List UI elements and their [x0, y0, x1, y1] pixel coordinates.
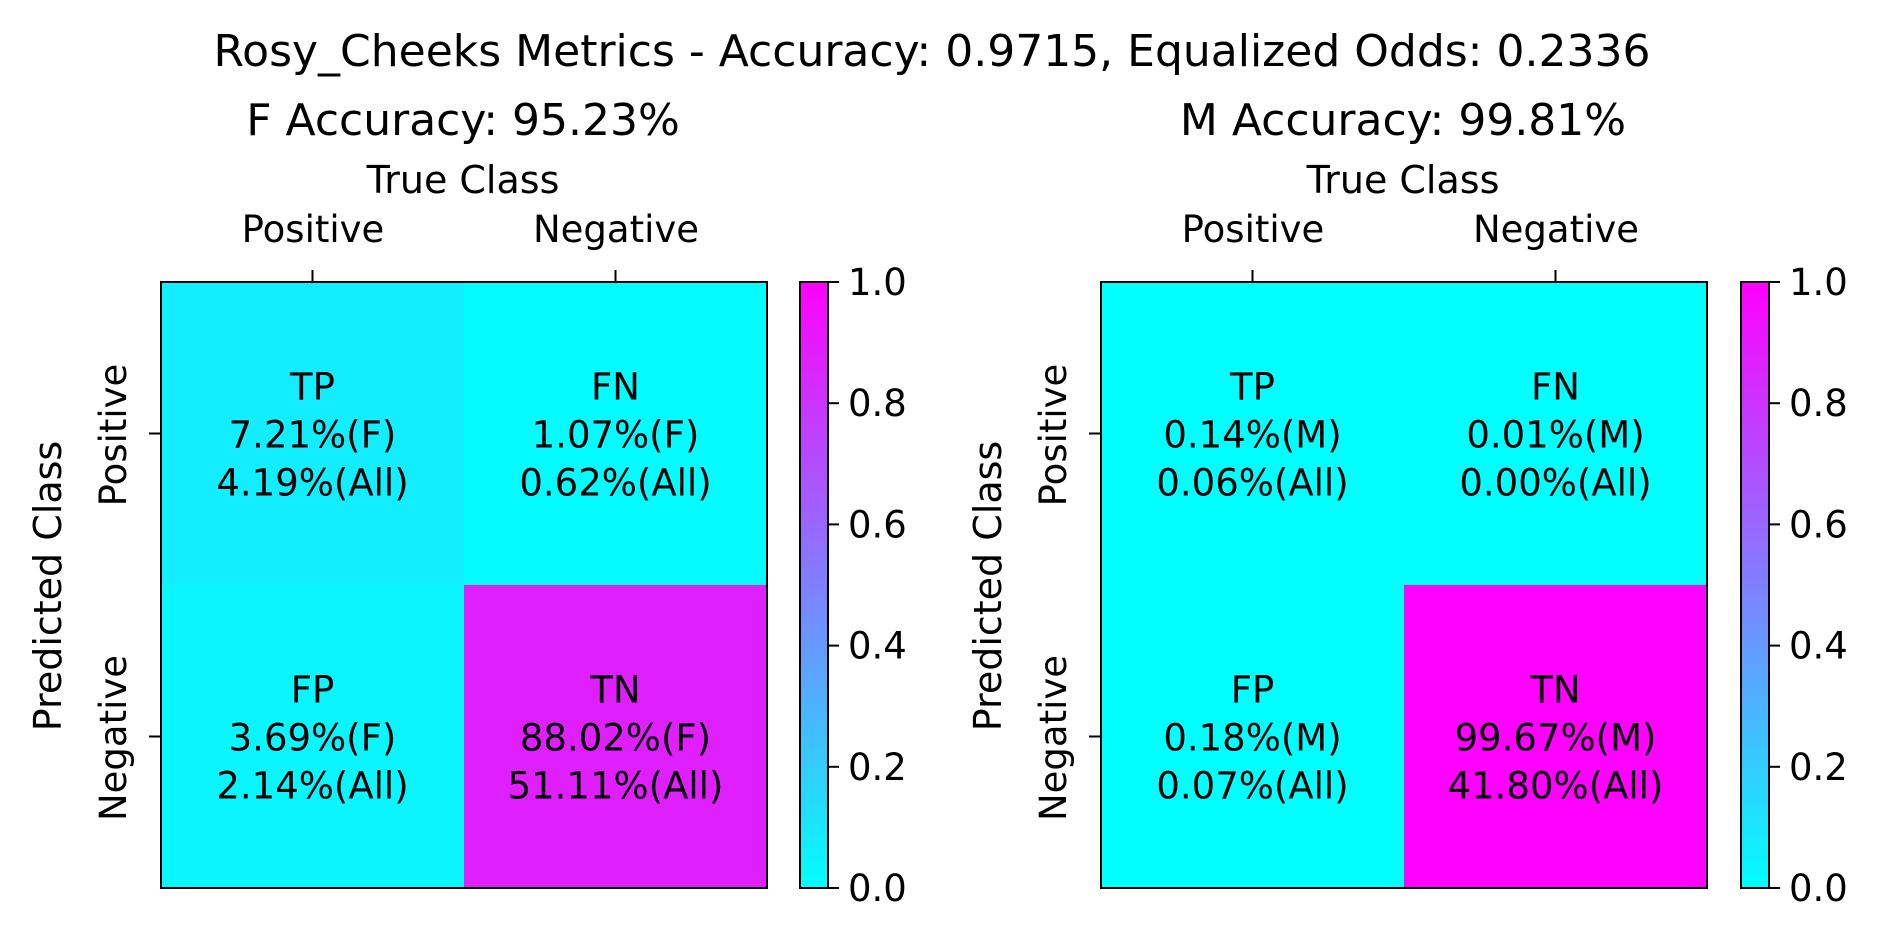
matrix-cell-fp [161, 585, 464, 888]
matrix-cells: TP 0.14%(M) 0.06%(All) FN 0.01%(M) 0.00%(All)… [1089, 270, 1708, 889]
colorbar-tick-label: 1.0 [848, 261, 907, 304]
panel-f: F Accuracy: 95.23% True Class Predicted … [26, 95, 907, 910]
x-axis-label: True Class [366, 158, 560, 202]
colorbar-tick-label: 0.4 [848, 625, 907, 668]
y-tick-label: Negative [1032, 655, 1075, 821]
cell-annotation-label: FN [591, 366, 640, 409]
colorbar-tick-label: 0.8 [1789, 382, 1848, 425]
colorbar-tick-label: 0.0 [848, 867, 907, 910]
colorbar-tick-label: 0.4 [1789, 625, 1848, 668]
colorbar: 0.0 0.2 0.4 0.6 0.8 1.0 [799, 261, 907, 910]
matrix-cell-fn [464, 282, 767, 585]
colorbar-tick-label: 0.6 [1789, 503, 1848, 546]
x-tick-label: Negative [1473, 208, 1639, 251]
cell-annotation-all: 0.00%(All) [1459, 462, 1651, 505]
colorbar-tick-label: 0.8 [848, 382, 907, 425]
matrix-frame [1100, 281, 1708, 889]
matrix-cell-fn [1404, 282, 1707, 585]
panel-title: M Accuracy: 99.81% [1180, 95, 1626, 146]
cell-annotation-label: TP [289, 366, 335, 409]
cell-annotation-label: TP [1229, 366, 1275, 409]
cell-annotation-group: 1.07%(F) [532, 414, 700, 457]
colorbar-gradient [799, 281, 829, 889]
y-tick-label: Positive [92, 364, 135, 507]
colorbar-tick-label: 0.0 [1789, 867, 1848, 910]
cell-annotation-all: 4.19%(All) [216, 462, 408, 505]
colorbar-tick-label: 1.0 [1789, 261, 1848, 304]
cell-annotation-group: 7.21%(F) [229, 414, 397, 457]
colorbar-tick-label: 0.2 [1789, 746, 1848, 789]
y-tick-label: Negative [92, 655, 135, 821]
cell-annotation-group: 0.18%(M) [1163, 717, 1341, 760]
figure-suptitle: Rosy_Cheeks Metrics - Accuracy: 0.9715, … [214, 26, 1651, 77]
colorbar-tick-label: 0.6 [848, 503, 907, 546]
colorbar-tick-label: 0.2 [848, 746, 907, 789]
x-tick-label: Positive [1182, 208, 1325, 251]
cell-annotation-group: 88.02%(F) [520, 717, 711, 760]
x-axis-label: True Class [1306, 158, 1500, 202]
matrix-cell-tp [1101, 282, 1404, 585]
cell-annotation-group: 0.14%(M) [1163, 414, 1341, 457]
colorbar: 0.0 0.2 0.4 0.6 0.8 1.0 [1740, 261, 1848, 910]
cell-annotation-group: 0.01%(M) [1466, 414, 1644, 457]
cell-annotation-label: FP [291, 669, 335, 712]
matrix-cell-tn [1404, 585, 1707, 888]
cell-annotation-label: FN [1531, 366, 1580, 409]
panel-title: F Accuracy: 95.23% [246, 95, 680, 146]
y-axis-label: Predicted Class [966, 441, 1010, 731]
y-axis-label: Predicted Class [26, 441, 70, 731]
cell-annotation-label: FP [1231, 669, 1275, 712]
x-tick-label: Positive [242, 208, 385, 251]
cell-annotation-group: 99.67%(M) [1455, 717, 1657, 760]
cell-annotation-group: 3.69%(F) [229, 717, 397, 760]
cell-annotation-label: TN [1529, 669, 1580, 712]
panel-m: M Accuracy: 99.81% True Class Predicted … [966, 95, 1848, 910]
cell-annotation-all: 51.11%(All) [508, 765, 724, 808]
matrix-cell-fp [1101, 585, 1404, 888]
cell-annotation-label: TN [589, 669, 640, 712]
cell-annotation-all: 2.14%(All) [216, 765, 408, 808]
cell-annotation-all: 0.07%(All) [1156, 765, 1348, 808]
cell-annotation-all: 41.80%(All) [1448, 765, 1664, 808]
colorbar-gradient [1740, 281, 1770, 889]
matrix-frame [160, 281, 768, 889]
cell-annotation-all: 0.62%(All) [519, 462, 711, 505]
x-tick-label: Negative [533, 208, 699, 251]
matrix-cell-tn [464, 585, 767, 888]
y-tick-label: Positive [1032, 364, 1075, 507]
matrix-cell-tp [161, 282, 464, 585]
cell-annotation-all: 0.06%(All) [1156, 462, 1348, 505]
matrix-cells: TP 7.21%(F) 4.19%(All) FN 1.07%(F) 0.62%(All)… [149, 270, 768, 889]
